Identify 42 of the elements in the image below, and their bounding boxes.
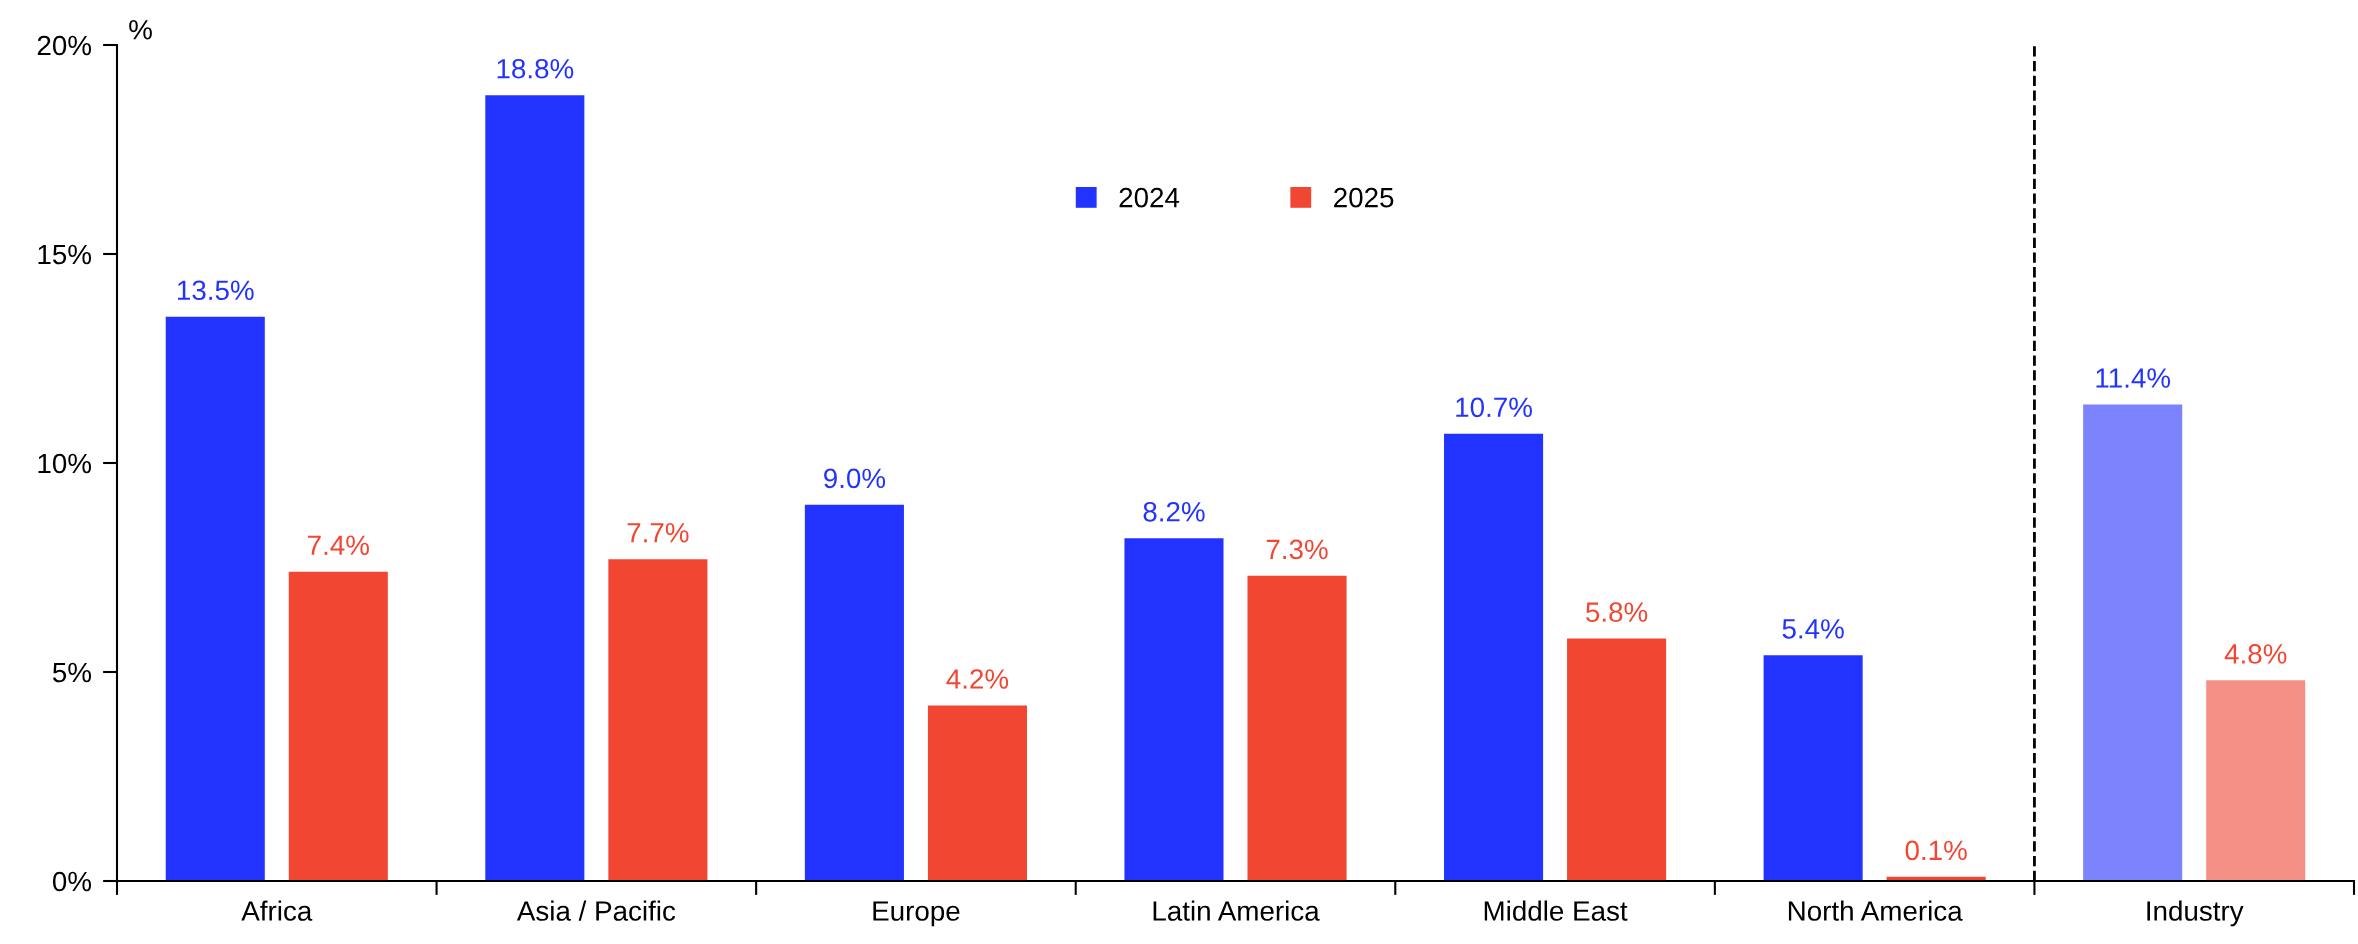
x-tick-label: Asia / Pacific bbox=[516, 900, 676, 921]
data-label: 7.7% bbox=[627, 522, 689, 543]
data-label: 7.4% bbox=[308, 535, 369, 555]
bar bbox=[1567, 638, 1667, 881]
y-axis-title: % bbox=[129, 19, 152, 40]
y-tick-label: 20% bbox=[37, 35, 92, 56]
bar bbox=[1763, 655, 1863, 881]
x-tick-label: Africa bbox=[241, 900, 313, 921]
x-tick-label: Industry bbox=[2147, 900, 2244, 927]
data-label: 4.2% bbox=[946, 669, 1009, 689]
data-label: 10.7% bbox=[1456, 397, 1532, 418]
bar bbox=[2083, 404, 2183, 881]
data-label: 4.8% bbox=[2224, 644, 2287, 664]
data-label: 18.8% bbox=[497, 58, 574, 79]
x-tick-label: Latin America bbox=[1153, 900, 1320, 921]
legend-label: 2025 bbox=[1334, 187, 1394, 208]
x-tick-label: North America bbox=[1788, 900, 1963, 921]
bar bbox=[485, 95, 585, 881]
data-label: 5.4% bbox=[1782, 619, 1844, 639]
bar bbox=[1444, 433, 1544, 881]
x-tick-label: Europe bbox=[873, 901, 960, 927]
bar bbox=[608, 559, 708, 881]
data-label: 11.4% bbox=[2096, 368, 2171, 388]
y-tick-label: 15% bbox=[38, 244, 92, 265]
y-tick-label: 5% bbox=[52, 662, 92, 683]
bar bbox=[2206, 680, 2306, 881]
y-tick-label: 10% bbox=[38, 453, 92, 474]
bar bbox=[288, 571, 388, 881]
data-label: 13.5% bbox=[178, 280, 254, 301]
data-label: 9.0% bbox=[824, 468, 886, 489]
data-label: 8.2% bbox=[1143, 501, 1205, 522]
y-tick-label: 0% bbox=[52, 871, 92, 892]
bar bbox=[804, 504, 904, 881]
data-label: 7.3% bbox=[1266, 539, 1328, 560]
bar bbox=[165, 316, 265, 881]
legend-label: 2024 bbox=[1119, 187, 1180, 208]
data-label: 5.8% bbox=[1586, 602, 1648, 622]
x-tick-label: Middle East bbox=[1484, 900, 1628, 921]
data-label: 0.1% bbox=[1905, 840, 1967, 861]
bar bbox=[927, 705, 1027, 881]
bar bbox=[1124, 538, 1224, 881]
bar bbox=[1247, 575, 1347, 881]
